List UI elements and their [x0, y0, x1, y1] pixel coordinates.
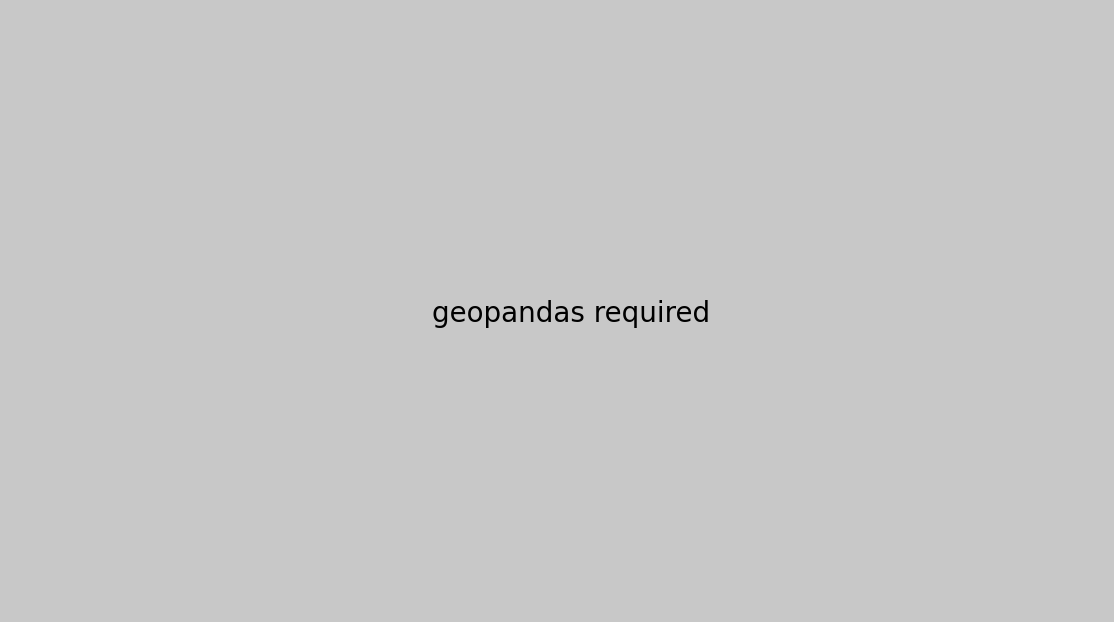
Text: geopandas required: geopandas required [432, 300, 710, 328]
